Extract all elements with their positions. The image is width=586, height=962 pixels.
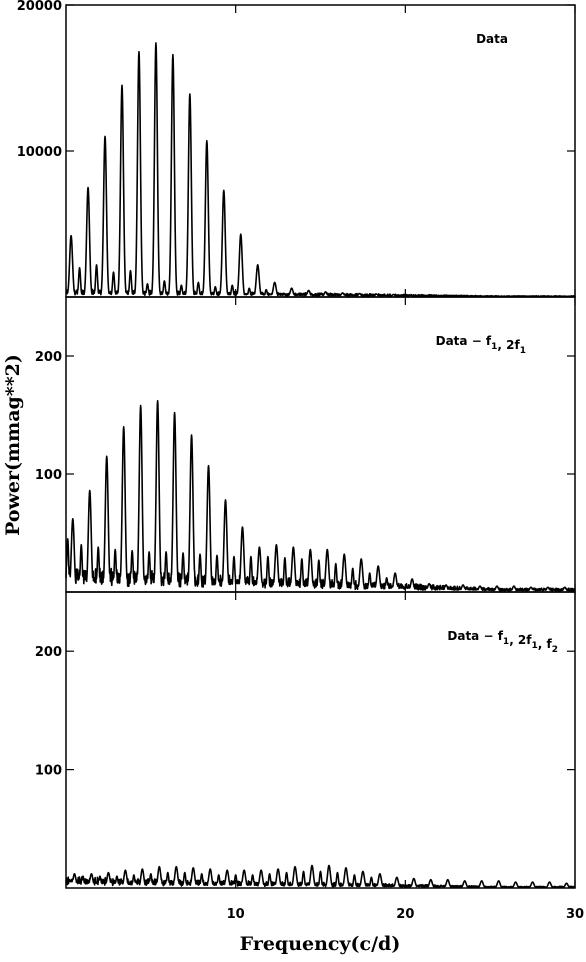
panel-annotation: Data − f1, 2f1, f2 [447,629,558,655]
y-tick-label: 10000 [17,145,62,160]
y-tick-label: 100 [35,764,62,779]
x-axis-title: Frequency(c/d) [240,933,401,955]
panel-frame [65,591,576,889]
x-tick-label: 20 [396,907,414,922]
x-tick-label: 10 [227,907,245,922]
panel-1: 10000 20000 Data [17,0,576,298]
power-spectrum-line [65,42,576,298]
panel-2: 100 200 Data − f1, 2f1 [35,296,576,593]
y-axis-title: Power(mmag**2) [2,354,24,536]
power-spectrum-line [65,400,576,592]
y-tick-label: 200 [35,645,62,660]
x-tick-label: 30 [566,907,584,922]
panel-3: 100 200 Data − f1, 2f1, f2 [35,591,576,889]
y-tick-label: 200 [35,350,62,365]
y-tick-label: 100 [35,468,62,483]
panel-annotation: Data − f1, 2f1 [436,334,526,356]
panel-annotation: Data [476,32,508,46]
power-spectrum-line [65,864,576,889]
y-tick-label: 20000 [17,0,62,14]
